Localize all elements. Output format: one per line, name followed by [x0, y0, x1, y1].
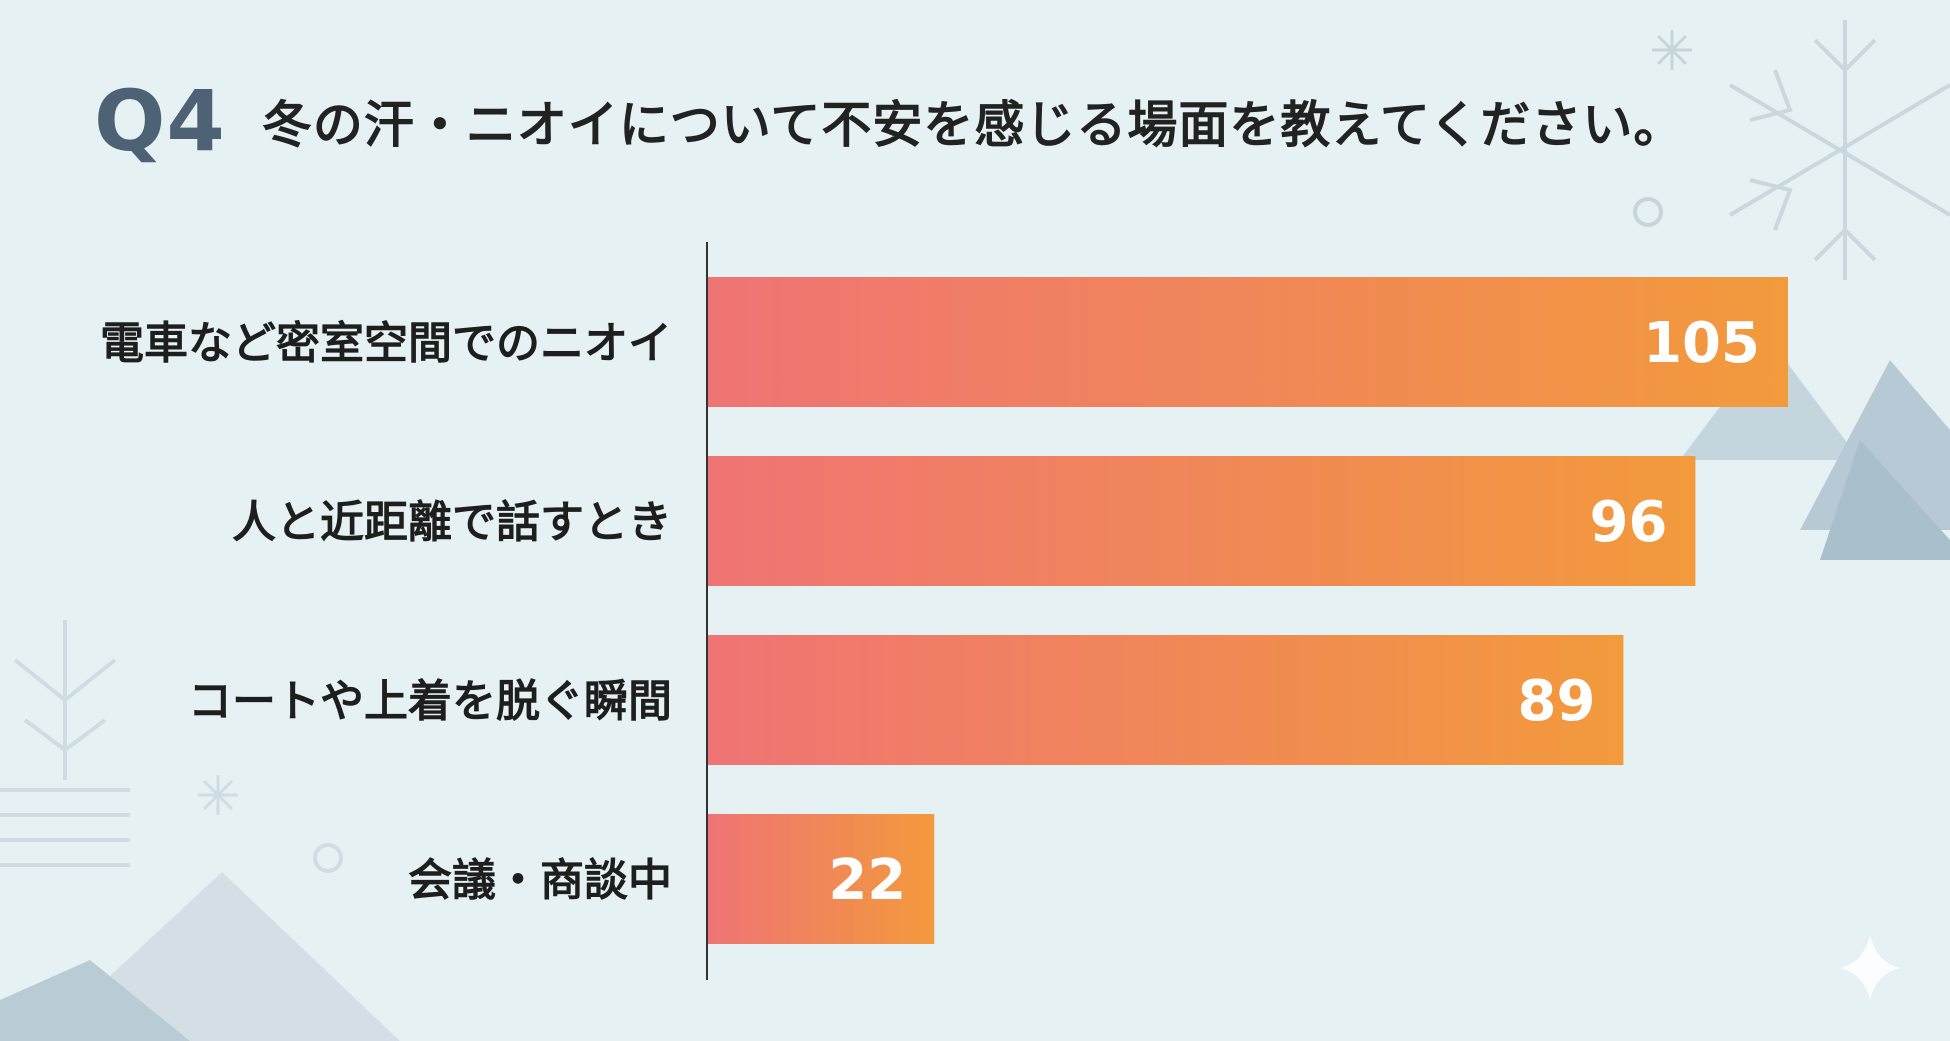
value-label: 89 [1517, 669, 1595, 734]
value-label: 96 [1589, 490, 1667, 555]
ring-decoration [1633, 197, 1663, 227]
mountain-decoration [1800, 360, 1950, 530]
bar [708, 814, 935, 944]
small-star-icon [1652, 30, 1692, 70]
small-star-icon [198, 775, 238, 815]
question-number: Q4 [94, 72, 226, 170]
value-label: 105 [1643, 311, 1760, 376]
category-label: コートや上着を脱ぐ瞬間 [188, 676, 672, 727]
mountain-decoration [0, 960, 190, 1041]
category-label: 人と近距離で話すとき [232, 497, 672, 548]
snowflake-icon [1728, 20, 1950, 280]
category-label: 会議・商談中 [408, 855, 672, 906]
bar [708, 277, 1788, 407]
ring-decoration [313, 843, 343, 873]
bar [708, 456, 1696, 586]
question-header: Q4 冬の汗・ニオイについて不安を感じる場面を教えてください。 [94, 72, 1684, 170]
value-label: 22 [828, 848, 906, 913]
category-label: 電車など密室空間でのニオイ [100, 318, 672, 369]
bar [708, 635, 1624, 765]
tree-branch-decoration [0, 620, 130, 867]
question-text: 冬の汗・ニオイについて不安を感じる場面を教えてください。 [261, 96, 1685, 154]
sparkle-icon [1840, 935, 1900, 1000]
